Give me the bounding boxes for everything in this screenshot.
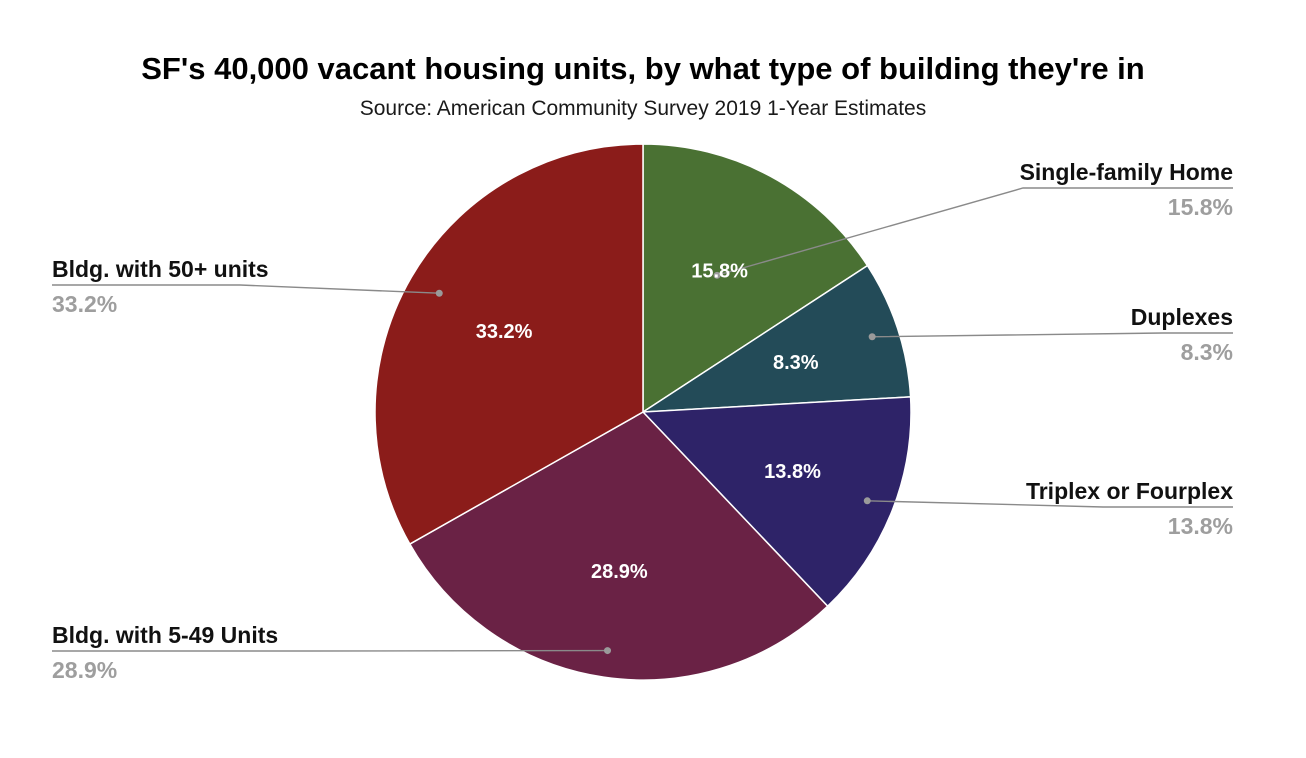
leader-dot-duplexes (868, 333, 876, 341)
slice-label-triplex-or-fourplex: 13.8% (764, 461, 821, 483)
outside-labels: Single-family Home 15.8% Duplexes 8.3% Tripl… (52, 159, 1233, 683)
outside-label-pct-single-family-home: 15.8% (1168, 194, 1233, 220)
leader-dot-single-family-home (713, 271, 721, 279)
outside-label-pct-bldg-with-5-49-units: 28.9% (52, 657, 117, 683)
outside-label-name-single-family-home: Single-family Home (1020, 159, 1233, 185)
outside-label-pct-bldg-with-50-units: 33.2% (52, 291, 117, 317)
chart-title: SF's 40,000 vacant housing units, by wha… (141, 51, 1144, 86)
leader-dot-bldg-with-5-49-units (604, 647, 612, 655)
slice-label-single-family-home: 15.8% (691, 261, 748, 283)
leader-line-single-family-home (716, 187, 1233, 276)
pie-slices (374, 143, 912, 681)
pie-slice-single-family-home (642, 143, 869, 414)
outside-label-pct-triplex-or-fourplex: 13.8% (1168, 513, 1233, 539)
leader-line-bldg-with-50-units (52, 284, 440, 294)
outside-label-name-bldg-with-50-units: Bldg. with 50+ units (52, 256, 269, 282)
slice-labels: 15.8% 8.3% 13.8% 28.9% 33.2% (476, 261, 821, 583)
outside-label-name-bldg-with-5-49-units: Bldg. with 5-49 Units (52, 622, 278, 648)
leader-dot-bldg-with-50-units (435, 289, 443, 297)
slice-label-bldg-with-5-49-units: 28.9% (591, 561, 648, 583)
leader-line-triplex-or-fourplex (867, 500, 1233, 508)
pie-slice-duplexes (640, 264, 912, 413)
chart-subtitle: Source: American Community Survey 2019 1… (360, 97, 926, 120)
leader-dot-triplex-or-fourplex (863, 497, 871, 505)
leader-line-duplexes (872, 332, 1233, 338)
leader-lines (52, 187, 1233, 655)
outside-label-name-duplexes: Duplexes (1131, 304, 1233, 330)
slice-label-duplexes: 8.3% (773, 352, 819, 374)
outside-label-pct-duplexes: 8.3% (1181, 339, 1233, 365)
outside-label-name-triplex-or-fourplex: Triplex or Fourplex (1026, 478, 1233, 504)
slice-label-bldg-with-50-units: 33.2% (476, 321, 533, 343)
pie-slice-bldg-with-50-units (374, 143, 644, 546)
pie-slice-bldg-with-5-49-units (408, 411, 829, 681)
pie-slice-triplex-or-fourplex (641, 396, 912, 608)
